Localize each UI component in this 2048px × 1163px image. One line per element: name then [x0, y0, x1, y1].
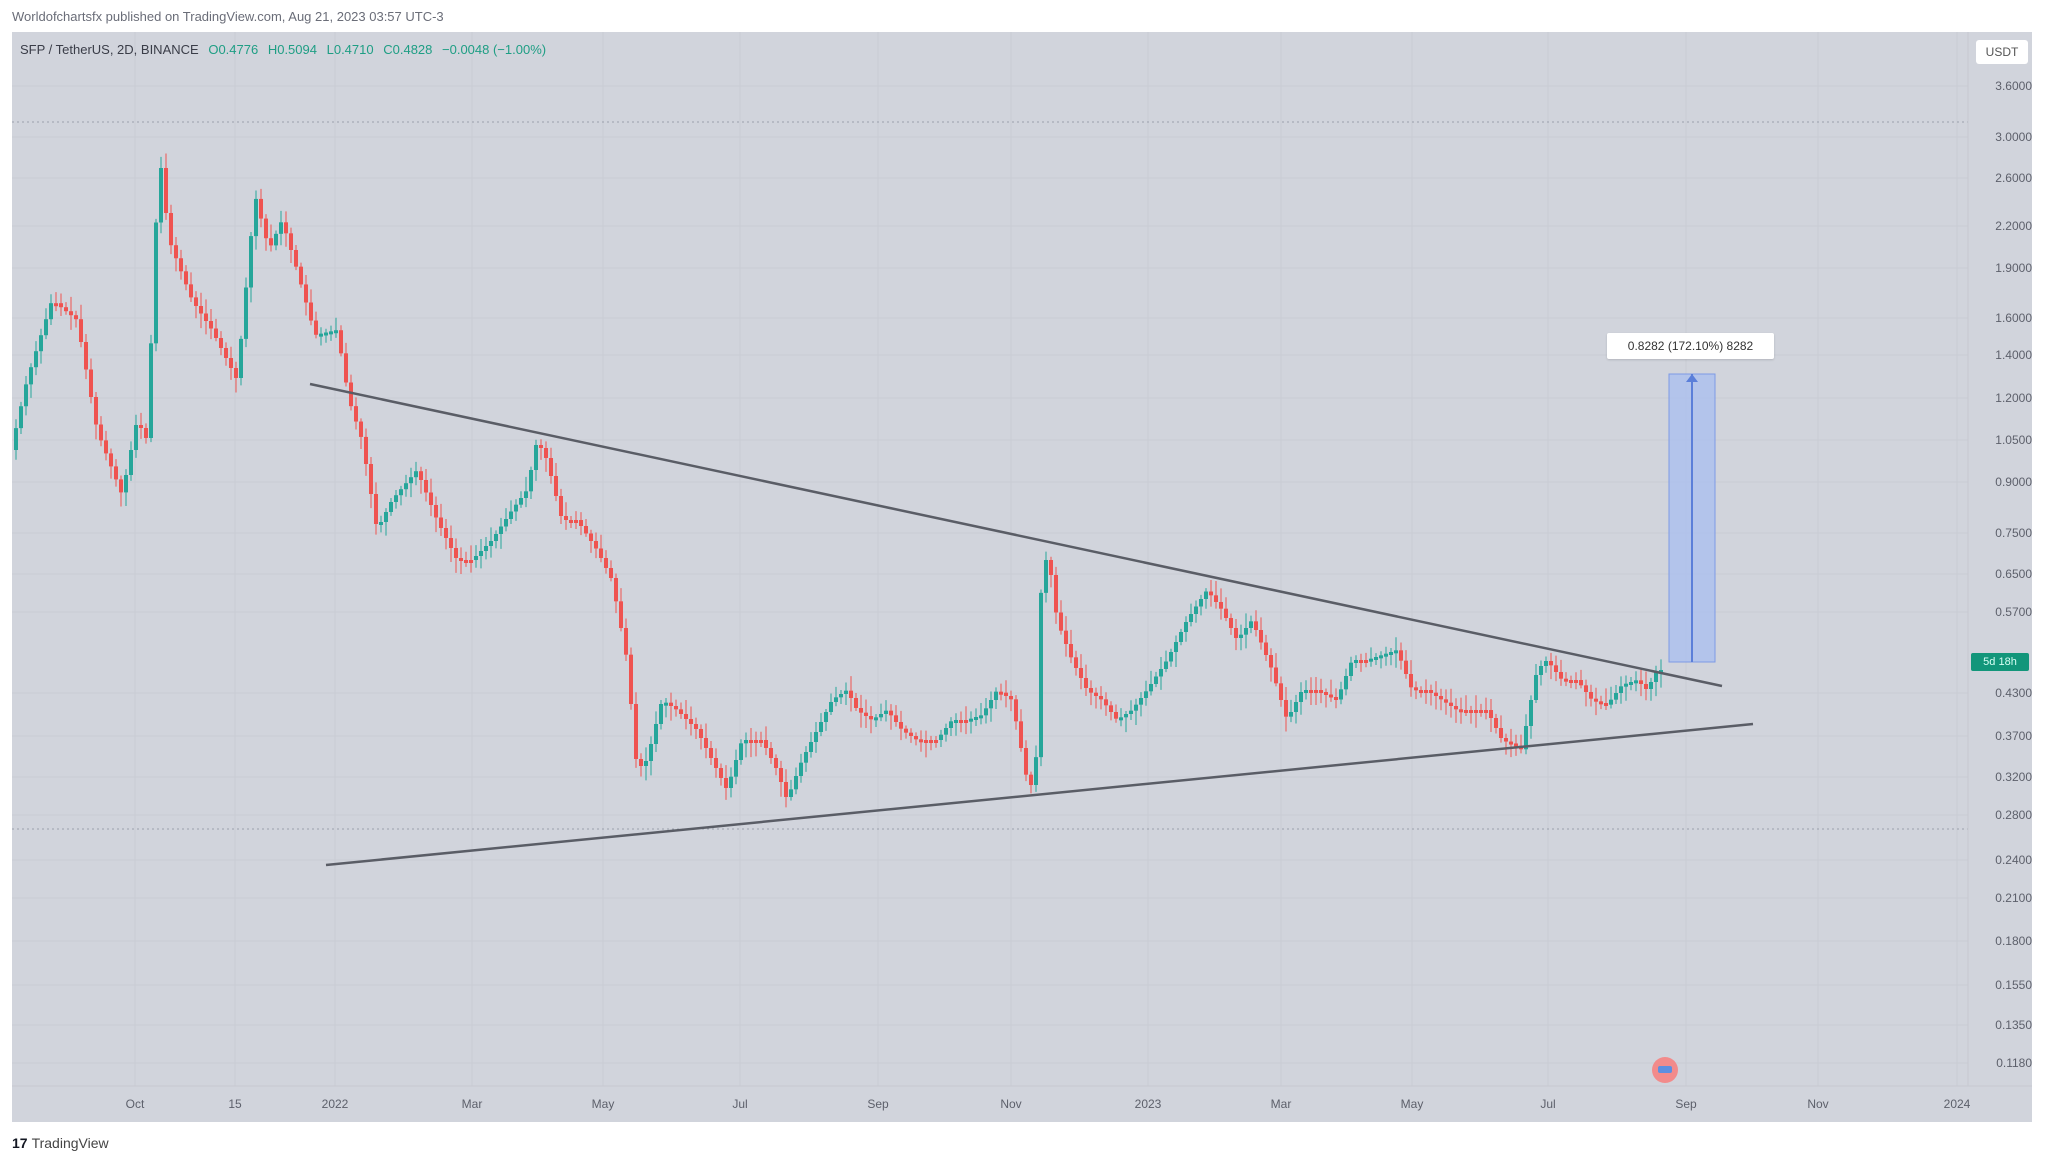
time-tick-label: Mar [461, 1097, 483, 1111]
time-tick-label: Nov [1807, 1097, 1829, 1111]
close-value: C0.4828 [383, 42, 433, 57]
support-trendline[interactable] [325, 722, 1754, 867]
price-tick-label: 2.2000 [1995, 219, 2032, 233]
price-tick-label: 0.1550 [1995, 978, 2032, 992]
time-tick-label: May [591, 1097, 615, 1111]
price-tick-label: 0.3200 [1995, 770, 2032, 784]
time-tick-label: Nov [1000, 1097, 1022, 1111]
time-tick-label: 2024 [1943, 1097, 1971, 1111]
currency-button[interactable]: USDT [1976, 40, 2028, 64]
tv-brand-text: TradingView [31, 1135, 109, 1151]
price-tick-label: 1.0500 [1995, 433, 2032, 447]
price-tick-label: 0.4300 [1995, 686, 2032, 700]
symbol-legend: SFP / TetherUS, 2D, BINANCE O0.4776 H0.5… [20, 42, 546, 57]
publisher-line: Worldofchartsfx published on TradingView… [12, 9, 444, 24]
time-tick-label: Jul [732, 1097, 748, 1111]
price-tick-label: 0.3700 [1995, 729, 2032, 743]
time-tick-label: 2022 [321, 1097, 349, 1111]
price-tick-label: 0.7500 [1995, 526, 2032, 540]
flag-icon[interactable] [1652, 1057, 1678, 1083]
candles [14, 153, 1663, 808]
time-tick-label: Sep [1675, 1097, 1697, 1111]
time-tick-label: 2023 [1134, 1097, 1162, 1111]
tradingview-logo[interactable]: 17 TradingView [12, 1135, 109, 1151]
price-tick-label: 3.6000 [1995, 79, 2032, 93]
price-tick-label: 0.2400 [1995, 853, 2032, 867]
price-tick-label: 3.0000 [1995, 130, 2032, 144]
price-tick-label: 0.1350 [1995, 1018, 2032, 1032]
price-tick-label: 0.6500 [1995, 567, 2032, 581]
grid-lines [12, 32, 1968, 1086]
time-tick-label: Sep [867, 1097, 889, 1111]
price-tick-label: 1.2000 [1995, 391, 2032, 405]
price-tick-label: 1.9000 [1995, 261, 2032, 275]
price-tick-label: 0.2800 [1995, 808, 2032, 822]
countdown-badge: 5d 18h [1971, 653, 2029, 671]
tv-logo-icon: 17 [12, 1135, 28, 1151]
low-value: L0.4710 [326, 42, 374, 57]
price-tick-label: 0.5700 [1995, 605, 2032, 619]
time-tick-label: Oct [125, 1097, 145, 1111]
symbol-name: SFP / TetherUS, 2D, BINANCE [20, 42, 199, 57]
price-tick-label: 0.2100 [1995, 891, 2032, 905]
resistance-trendline[interactable] [309, 382, 1723, 688]
price-tick-label: 1.4000 [1995, 348, 2032, 362]
arrow-head-icon [1686, 374, 1698, 382]
price-tick-label: 0.1180 [1996, 1056, 2032, 1070]
measure-label: 0.8282 (172.10%) 8282 [1607, 333, 1774, 359]
price-tick-label: 2.6000 [1995, 171, 2032, 185]
time-tick-label: Mar [1270, 1097, 1292, 1111]
price-tick-label: 1.6000 [1995, 311, 2032, 325]
time-tick-label: Jul [1540, 1097, 1556, 1111]
time-tick-label: May [1400, 1097, 1424, 1111]
open-value: O0.4776 [208, 42, 259, 57]
time-tick-label: 15 [228, 1097, 242, 1111]
price-tick-label: 0.1800 [1995, 934, 2032, 948]
price-tick-label: 0.9000 [1995, 475, 2032, 489]
change-value: −0.0048 (−1.00%) [442, 42, 547, 57]
high-value: H0.5094 [267, 42, 317, 57]
